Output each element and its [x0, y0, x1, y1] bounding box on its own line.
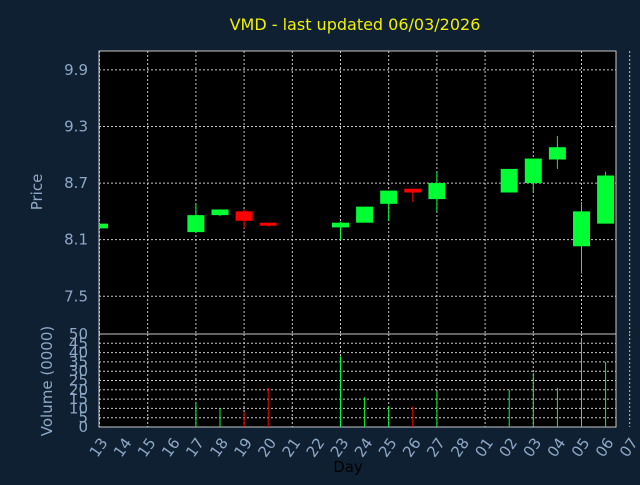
day-tick-label: 24 — [351, 435, 377, 461]
candle-body — [99, 223, 108, 229]
volume-tick-label: 45 — [69, 334, 88, 352]
candle-body — [573, 211, 590, 247]
volume-tick-label: 15 — [69, 390, 88, 408]
chart-title: VMD - last updated 06/03/2026 — [230, 15, 481, 34]
day-tick-label: 25 — [375, 435, 401, 461]
day-tick-label: 26 — [399, 435, 425, 461]
candle-body — [259, 222, 277, 226]
volume-tick-label: 10 — [69, 399, 88, 417]
volume-tick-label: 30 — [69, 362, 88, 380]
candle-body — [524, 158, 542, 184]
volume-tick-label: 20 — [69, 381, 88, 399]
day-tick-label: 28 — [447, 435, 473, 461]
candle-body — [187, 215, 205, 233]
day-tick-label: 02 — [495, 435, 521, 461]
price-axis-label: Price — [28, 174, 46, 211]
day-axis-ticks: 1314151617181920212223242526272801020304… — [86, 435, 640, 461]
day-tick-label: 22 — [303, 435, 329, 461]
day-tick-label: 20 — [254, 435, 280, 461]
price-tick-label: 8.1 — [64, 231, 88, 249]
candle-body — [235, 211, 253, 221]
candle-body — [404, 188, 422, 193]
candle-body — [428, 183, 446, 200]
volume-tick-label: 50 — [69, 325, 88, 343]
day-axis-label: Day — [333, 458, 363, 476]
candle-body — [597, 175, 615, 224]
volume-bars — [195, 337, 607, 427]
price-axis-ticks: 9.9 9.3 8.7 8.1 7.5 — [64, 61, 88, 305]
price-candles — [99, 135, 615, 274]
price-tick-label: 9.9 — [64, 61, 88, 79]
day-tick-label: 01 — [471, 435, 497, 461]
day-tick-label: 19 — [230, 435, 256, 461]
day-tick-label: 21 — [279, 435, 305, 461]
volume-tick-label: 40 — [69, 344, 88, 362]
candle-body — [500, 168, 518, 193]
candle-body — [332, 222, 349, 228]
day-tick-label: 03 — [520, 435, 546, 461]
day-tick-label: 17 — [182, 435, 208, 461]
candle-body — [380, 190, 398, 204]
volume-tick-label: 25 — [69, 372, 88, 390]
candle-body — [548, 147, 566, 160]
day-tick-label: 23 — [327, 435, 353, 461]
price-tick-label: 8.7 — [64, 174, 88, 192]
price-tick-label: 9.3 — [64, 117, 88, 135]
volume-axis-label: Volume (0000) — [38, 326, 56, 436]
candle-body — [356, 206, 374, 223]
candle-body — [211, 209, 229, 216]
day-tick-label: 13 — [86, 435, 112, 461]
day-tick-label: 15 — [134, 435, 160, 461]
day-tick-label: 18 — [206, 435, 232, 461]
volume-panel — [98, 333, 617, 428]
price-tick-label: 7.5 — [64, 287, 88, 305]
day-tick-label: 16 — [158, 435, 184, 461]
price-panel — [98, 50, 617, 335]
day-tick-label: 06 — [592, 435, 618, 461]
day-tick-label: 14 — [110, 435, 136, 461]
day-tick-label: 04 — [544, 435, 570, 461]
volume-tick-label: 5 — [78, 409, 88, 427]
day-tick-label: 27 — [423, 435, 449, 461]
day-tick-label: 07 — [616, 435, 640, 461]
day-tick-label: 05 — [568, 435, 594, 461]
volume-tick-label: 35 — [69, 353, 88, 371]
volume-tick-label: 0 — [78, 418, 88, 436]
